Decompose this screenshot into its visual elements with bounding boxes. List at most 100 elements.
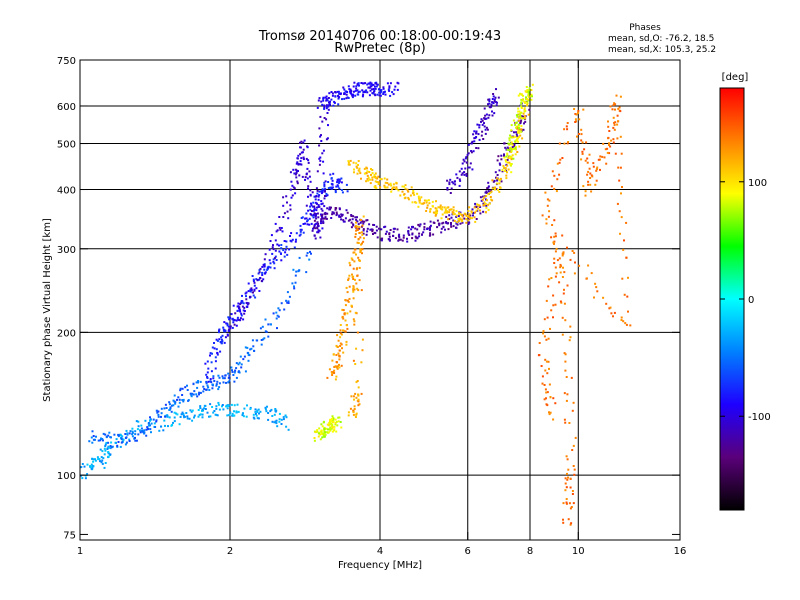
scatter-point	[329, 426, 332, 429]
scatter-point	[564, 489, 567, 492]
scatter-point	[330, 91, 333, 93]
scatter-point	[520, 128, 523, 131]
scatter-point	[376, 83, 379, 86]
scatter-point	[110, 436, 112, 439]
scatter-point	[319, 433, 322, 436]
scatter-point	[338, 366, 341, 369]
scatter-point	[326, 112, 329, 114]
scatter-point	[247, 353, 250, 356]
scatter-point	[357, 289, 360, 292]
scatter-point	[564, 353, 567, 356]
scatter-point	[217, 374, 220, 377]
scatter-point	[207, 386, 210, 389]
scatter-point	[446, 211, 449, 214]
scatter-point	[546, 391, 549, 394]
scatter-point	[563, 418, 566, 421]
scatter-point	[610, 139, 613, 142]
scatter-point	[350, 304, 353, 307]
scatter-point	[386, 178, 389, 181]
scatter-point	[421, 233, 423, 236]
scatter-point	[278, 412, 281, 415]
scatter-point	[357, 160, 360, 162]
scatter-point	[227, 376, 230, 379]
scatter-point	[518, 117, 521, 120]
scatter-point	[313, 223, 316, 226]
scatter-point	[342, 329, 344, 332]
scatter-point	[134, 439, 137, 442]
scatter-point	[305, 217, 308, 220]
scatter-point	[274, 249, 277, 252]
scatter-point	[323, 104, 326, 107]
scatter-point	[253, 281, 256, 284]
scatter-point	[186, 415, 189, 418]
scatter-point	[502, 164, 505, 167]
scatter-point	[131, 427, 134, 430]
scatter-point	[521, 99, 524, 102]
scatter-point	[97, 458, 100, 461]
scatter-point	[401, 239, 404, 242]
scatter-point	[489, 196, 492, 198]
scatter-point	[590, 190, 593, 193]
scatter-point	[502, 166, 505, 169]
scatter-point	[306, 223, 309, 226]
scatter-point	[590, 272, 593, 275]
scatter-point	[487, 185, 490, 188]
scatter-point	[516, 125, 519, 128]
scatter-point	[352, 359, 355, 362]
scatter-point	[576, 135, 578, 138]
scatter-point	[335, 213, 338, 216]
scatter-point	[263, 268, 266, 271]
y-tick-label: 300	[57, 245, 76, 256]
scatter-point	[92, 435, 95, 437]
scatter-point	[423, 199, 426, 202]
scatter-point	[334, 365, 337, 368]
scatter-point	[351, 94, 354, 97]
scatter-point	[322, 433, 325, 436]
scatter-point	[506, 171, 508, 174]
x-tick-label: 8	[527, 546, 533, 557]
scatter-point	[488, 202, 491, 205]
scatter-point	[348, 88, 351, 91]
scatter-point	[264, 253, 267, 256]
scatter-point	[554, 235, 557, 238]
scatter-point	[347, 160, 350, 163]
scatter-point	[291, 194, 294, 197]
scatter-point	[331, 415, 334, 418]
scatter-point	[498, 169, 501, 172]
scatter-point	[435, 200, 437, 203]
scatter-point	[186, 389, 189, 391]
scatter-point	[517, 119, 520, 122]
scatter-point	[408, 234, 411, 236]
scatter-point	[475, 131, 478, 134]
scatter-point	[307, 185, 310, 188]
scatter-point	[104, 443, 107, 446]
scatter-point	[478, 126, 481, 129]
scatter-point	[594, 183, 597, 186]
scatter-point	[223, 341, 226, 344]
scatter-point	[359, 250, 362, 253]
scatter-point	[521, 137, 524, 140]
scatter-point	[552, 418, 555, 421]
scatter-point	[90, 467, 93, 470]
scatter-point	[352, 93, 354, 96]
scatter-point	[322, 160, 325, 163]
scatter-point	[228, 404, 231, 407]
scatter-point	[254, 412, 257, 415]
scatter-point	[275, 230, 278, 233]
scatter-point	[365, 219, 368, 222]
scatter-point	[298, 234, 301, 237]
scatter-point	[335, 354, 338, 356]
scatter-point	[604, 148, 607, 151]
scatter-point	[518, 129, 521, 132]
scatter-point	[486, 187, 489, 190]
scatter-point	[285, 245, 288, 248]
scatter-point	[494, 171, 497, 174]
scatter-point	[427, 199, 430, 202]
scatter-point	[308, 170, 311, 173]
scatter-point	[543, 384, 546, 386]
scatter-point	[389, 182, 392, 185]
scatter-point	[143, 429, 146, 432]
scatter-point	[174, 402, 177, 405]
scatter-point	[249, 348, 252, 351]
scatter-point	[614, 121, 617, 124]
